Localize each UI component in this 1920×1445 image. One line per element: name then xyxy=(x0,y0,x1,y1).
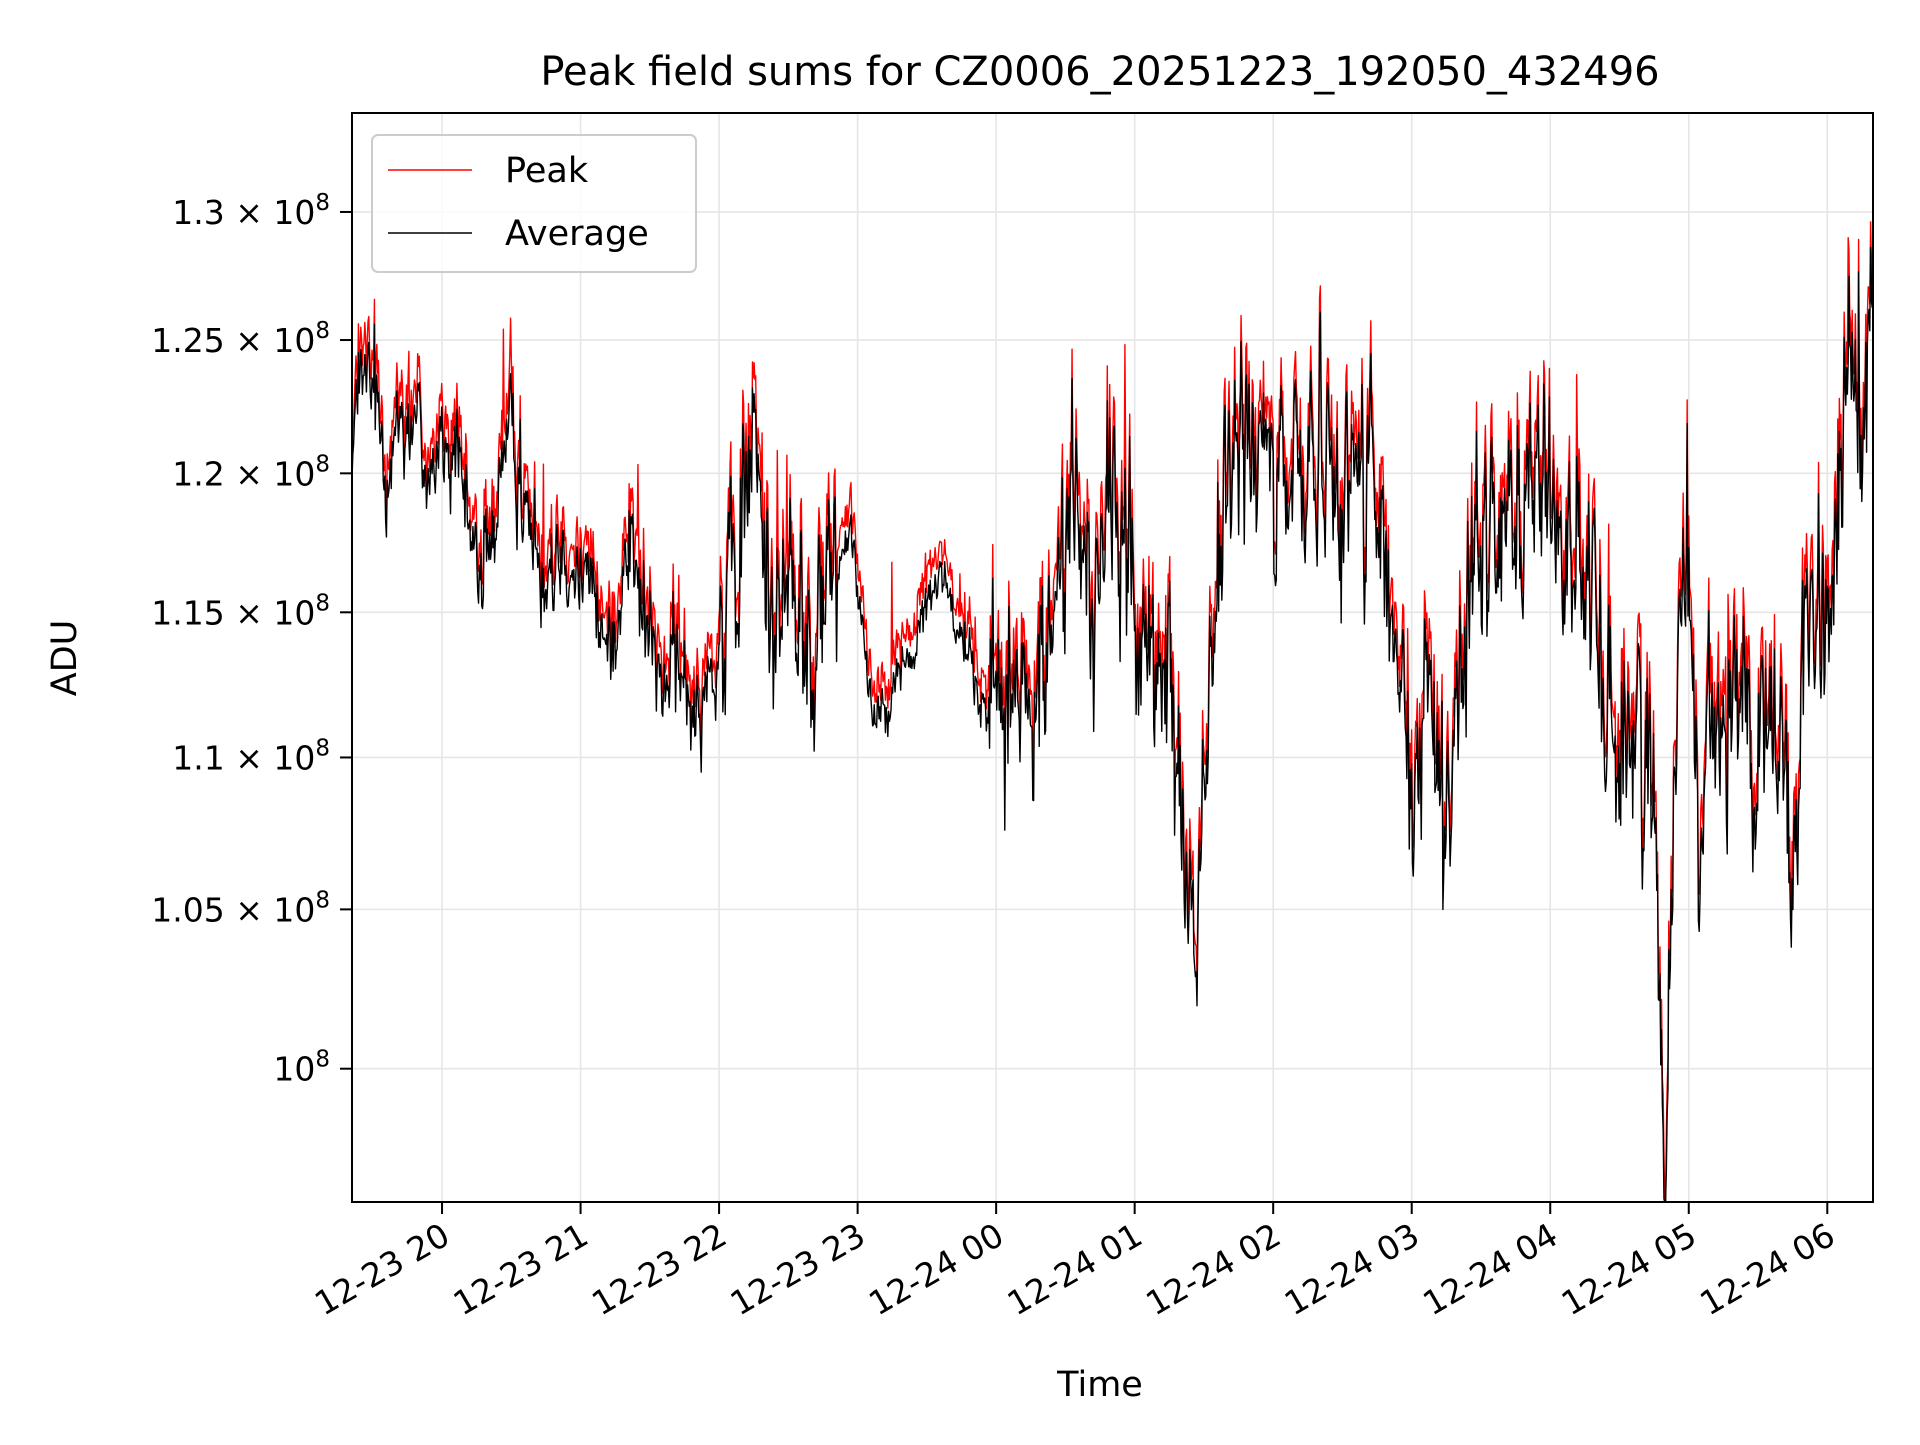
series-line-average xyxy=(351,218,1874,1203)
grid xyxy=(352,113,1873,1202)
legend-label-peak: Peak xyxy=(505,151,589,191)
y-tick-label: 1.25 × 108 xyxy=(151,318,330,360)
x-axis-label: Time xyxy=(1056,1365,1143,1405)
chart-title: Peak field sums for CZ0006_20251223_1920… xyxy=(540,49,1659,95)
legend: Peak Average xyxy=(371,134,697,273)
y-tick-label: 108 xyxy=(273,1047,330,1089)
y-tick-label: 1.15 × 108 xyxy=(151,590,330,632)
y-tick-label: 1.05 × 108 xyxy=(151,887,330,929)
plot-frame xyxy=(351,112,1874,1203)
y-tick-label: 1.2 × 108 xyxy=(172,451,330,493)
plot-area xyxy=(352,113,1873,1202)
y-tick-label: 1.1 × 108 xyxy=(172,735,330,777)
series-lines xyxy=(351,191,1874,1203)
legend-label-average: Average xyxy=(505,214,649,254)
y-axis-label: ADU xyxy=(45,620,85,697)
y-tick-label: 1.3 × 108 xyxy=(172,190,330,232)
